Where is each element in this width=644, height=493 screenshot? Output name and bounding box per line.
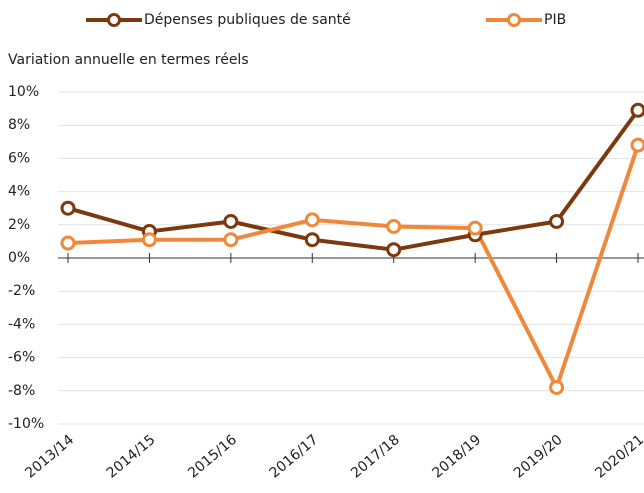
y-tick-label: -4% [8,316,35,332]
legend-marker [107,13,121,27]
x-tick-label: 2020/21 [592,432,644,482]
x-tick-label: 2014/15 [104,432,159,482]
y-tick-label: 6% [8,150,30,166]
y-tick-label: 10% [8,84,39,100]
x-tick-label: 2015/16 [185,432,240,482]
data-point [549,213,565,229]
y-tick-label: -10% [8,416,44,432]
y-tick-label: 8% [8,117,30,133]
y-tick-label: -2% [8,283,35,299]
y-tick-label: -8% [8,383,35,399]
data-point [60,235,76,251]
data-point [549,379,565,395]
x-tick-label: 2017/18 [348,432,403,482]
data-point [386,218,402,234]
series-line [67,109,640,252]
y-tick-label: 4% [8,184,30,200]
data-point [630,137,644,153]
data-point [304,212,320,228]
y-tick-label: -6% [8,350,35,366]
data-point [386,242,402,258]
data-point [467,220,483,236]
data-point [60,200,76,216]
x-tick-label: 2018/19 [429,432,484,482]
legend-label: Dépenses publiques de santé [144,12,351,28]
data-point [141,232,157,248]
data-point [223,213,239,229]
axis-label: Variation annuelle en termes réels [8,52,249,68]
x-tick-label: 2013/14 [22,432,77,482]
y-tick-label: 0% [8,250,30,266]
y-tick-label: 2% [8,217,30,233]
data-point [223,232,239,248]
data-point [630,102,644,118]
legend-marker [507,13,521,27]
legend-label: PIB [544,12,566,28]
data-point [304,232,320,248]
x-tick-label: 2019/20 [511,432,566,482]
x-tick-label: 2016/17 [267,432,322,482]
series-line [67,144,640,390]
